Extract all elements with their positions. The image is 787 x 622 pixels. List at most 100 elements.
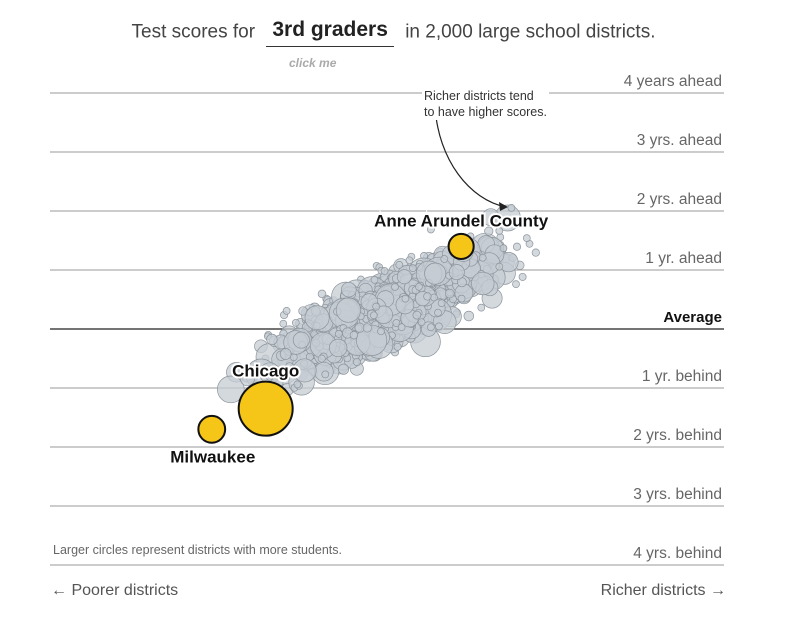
y-tick-label: 2 yrs. behind [633, 427, 722, 444]
district-bubble [393, 342, 402, 351]
district-bubble [427, 225, 435, 234]
district-bubble [265, 372, 274, 381]
annotation-line-1: Richer districts tend [424, 89, 534, 103]
y-tick-label: Average [663, 309, 722, 326]
y-tick-label: 4 years ahead [624, 73, 722, 90]
title-prefix: Test scores for [131, 21, 256, 43]
district-bubble [427, 323, 435, 332]
district-bubble [279, 348, 292, 360]
district-bubble [352, 357, 361, 366]
district-bubble [512, 280, 520, 288]
district-bubble [481, 208, 500, 227]
district-bubble [478, 253, 487, 262]
district-bubble [448, 264, 465, 281]
district-bubble [362, 323, 372, 333]
district-bubble [266, 333, 278, 346]
district-bubble [317, 289, 327, 299]
highlight-bubble[interactable] [197, 414, 227, 444]
district-bubble [435, 322, 443, 331]
district-bubble [392, 319, 401, 327]
grid-lines [50, 92, 724, 566]
y-tick-label: 4 yrs. behind [633, 545, 722, 562]
district-bubble [292, 331, 310, 349]
district-bubble [291, 318, 300, 327]
x-axis-right-label: Richer districts → [600, 582, 726, 599]
grade-selector[interactable]: 3rd graders [266, 18, 394, 47]
district-bubble [471, 271, 495, 296]
chart-title: Test scores for 3rd graders in 2,000 lar… [0, 18, 787, 47]
y-tick-label: 3 yrs. ahead [637, 132, 722, 149]
district-bubble [512, 242, 522, 251]
district-bubble [518, 272, 527, 281]
y-tick-labels: 4 years ahead 3 yrs. ahead 2 yrs. ahead 1 y… [622, 71, 724, 564]
district-bubble [531, 248, 540, 257]
y-tick-label: 1 yr. ahead [645, 250, 722, 267]
district-label: Anne Arundel County [374, 211, 549, 230]
district-bubble [532, 216, 540, 225]
district-bubbles [217, 204, 540, 404]
district-bubble [377, 327, 385, 336]
district-bubble [391, 283, 399, 291]
district-bubble [484, 226, 494, 236]
size-note: Larger circles represent districts with … [53, 543, 342, 557]
district-bubble [495, 227, 504, 235]
district-bubble [321, 370, 330, 379]
district-bubble [457, 294, 466, 303]
district-bubble [440, 255, 449, 263]
district-bubble [417, 318, 426, 327]
title-suffix: in 2,000 large school districts. [405, 21, 656, 43]
district-bubble [463, 310, 475, 322]
district-bubble [285, 362, 294, 371]
district-bubble [293, 380, 302, 389]
trend-annotation: Richer districts tend to have higher sco… [422, 88, 549, 120]
district-bubble [495, 262, 504, 271]
highlight-bubble[interactable] [237, 380, 294, 437]
district-bubble [337, 363, 350, 375]
annotation-arrow [434, 105, 508, 211]
district-bubble [507, 204, 516, 212]
district-bubble [401, 294, 410, 303]
district-bubble [380, 267, 389, 275]
x-axis-left-label: ← Poorer districts [51, 582, 179, 599]
district-bubble [522, 234, 531, 242]
y-tick-label: 2 yrs. ahead [637, 191, 722, 208]
district-bubble [405, 256, 414, 265]
district-bubble [397, 323, 406, 332]
district-bubble [282, 307, 291, 315]
annotation-line-2: to have higher scores. [424, 105, 547, 119]
district-bubble [239, 371, 255, 387]
district-bubble [329, 338, 348, 358]
district-bubble [370, 311, 378, 320]
district-bubble [415, 282, 423, 291]
y-tick-label: 3 yrs. behind [633, 486, 722, 503]
district-bubble [412, 310, 422, 320]
click-me-hint: click me [289, 56, 337, 70]
district-bubble [444, 288, 455, 299]
district-bubble [372, 302, 381, 311]
district-bubble [279, 319, 288, 328]
district-label: Milwaukee [170, 447, 255, 466]
district-bubble [430, 293, 438, 302]
district-bubble [335, 297, 361, 323]
district-bubble [396, 269, 412, 285]
district-bubble [217, 375, 245, 404]
highlight-bubble[interactable] [447, 232, 475, 260]
district-bubble [349, 331, 359, 340]
district-bubble [292, 358, 317, 383]
district-bubble [317, 354, 326, 363]
district-bubble [334, 330, 343, 338]
district-bubble [437, 299, 446, 307]
district-bubble [499, 244, 508, 252]
district-bubble [341, 281, 357, 298]
y-tick-label: 1 yr. behind [642, 368, 722, 385]
district-bubble [423, 292, 432, 301]
district-bubble [370, 275, 379, 284]
district-bubble [434, 308, 442, 317]
highlighted-districts: Anne Arundel County Chicago Milwaukee [168, 209, 550, 468]
district-bubble [395, 261, 404, 269]
district-bubble [409, 264, 417, 272]
district-bubble [304, 305, 330, 331]
district-bubble [424, 262, 447, 285]
district-bubble [477, 303, 486, 312]
